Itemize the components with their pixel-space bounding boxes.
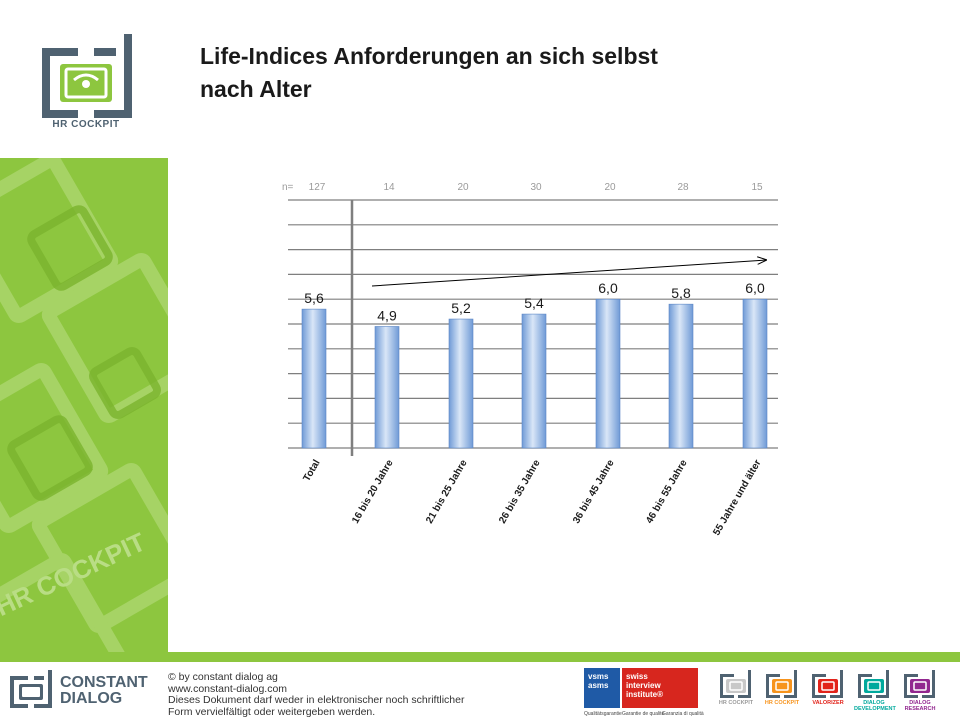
product-logo-label: DIALOG RESEARCH [904,700,936,712]
sidebar-pattern: HR COCKPIT [0,158,168,652]
n-label: n= [282,182,294,193]
category-label: 55 Jahre und älter [711,458,763,538]
data-label: 4,9 [377,307,397,323]
footer [0,662,960,720]
product-logo-icon [720,670,751,698]
bar [448,318,474,449]
swiss-interview-badge: swiss interview institute® [622,668,698,708]
footer-notice-2: Form vervielfältigt oder weitergeben wer… [168,705,376,718]
n-value: 127 [309,182,326,193]
category-label: 16 bis 20 Jahre [350,458,396,526]
category-label: 26 bis 35 Jahre [497,458,543,526]
product-logo-label: VALORIZER [812,700,844,706]
swiss-line-2: interview institute® [626,681,664,699]
vsms-line-2: asms [588,681,609,690]
n-value: 30 [530,182,542,193]
bar [521,313,547,449]
product-logos [720,670,935,698]
n-value: 15 [751,182,763,193]
sidebar: HR COCKPIT HR COCKPIT [0,0,168,652]
data-label: 5,2 [451,300,471,316]
constant-dialog-logo [10,670,52,708]
footer-notice-1: Dieses Dokument darf weder in elektronis… [168,694,465,706]
product-logo-icon [812,670,843,698]
n-value: 14 [383,182,395,193]
data-label: 5,6 [304,290,324,306]
product-logo-label: HR COCKPIT [764,700,800,706]
footer-copyright: © by constant dialog ag [168,671,278,683]
sidebar-pattern-graphic: HR COCKPIT [0,158,168,652]
cert-caption-3: Garanzia di qualità [662,711,704,717]
product-logo-icon [858,670,889,698]
bar [595,298,621,449]
product-logo-label: HR COCKPIT [718,700,754,706]
n-value: 20 [604,182,616,193]
category-label: 21 bis 25 Jahre [424,458,470,526]
product-logo-icon [766,670,797,698]
bar [668,303,694,449]
title-line-2: nach Alter [200,76,312,102]
product-logo-icon [904,670,935,698]
bar [374,326,400,449]
n-value: 28 [677,182,689,193]
footer-legal-text: © by constant dialog ag www.constant-dia… [168,671,465,718]
logo-text: HR COCKPIT [52,119,120,130]
footer-brand-line-2: DIALOG [60,690,123,707]
vsms-line-1: vsms [588,672,609,681]
data-label: 5,4 [524,295,544,311]
bar [742,298,768,449]
category-label: 36 bis 45 Jahre [571,458,617,526]
bar [301,308,327,449]
footer-website: www.constant-dialog.com [168,682,288,695]
footer-green-rule [0,652,960,662]
title-line-1: Life-Indices Anforderungen an sich selbs… [200,43,658,69]
product-logo-label: DIALOG DEVELOPMENT [854,700,896,712]
swiss-line-1: swiss [626,672,648,681]
trend-arrow [371,260,766,287]
footer-brand: CONSTANT DIALOG [60,675,148,707]
cert-caption-2: Garantie de qualité [622,711,665,717]
vsms-badge: vsms asms [584,668,620,708]
footer-brand-line-1: CONSTANT [60,674,148,691]
category-label: 46 bis 55 Jahre [644,458,690,526]
data-label: 6,0 [745,280,765,296]
data-label: 5,8 [671,285,691,301]
n-value: 20 [457,182,469,193]
cert-caption-1: Qualitätsgarantie [584,711,622,717]
hr-cockpit-logo [42,34,132,118]
page-title: Life-Indices Anforderungen an sich selbs… [200,40,800,106]
data-label: 6,0 [598,280,618,296]
category-label: Total [301,458,322,484]
